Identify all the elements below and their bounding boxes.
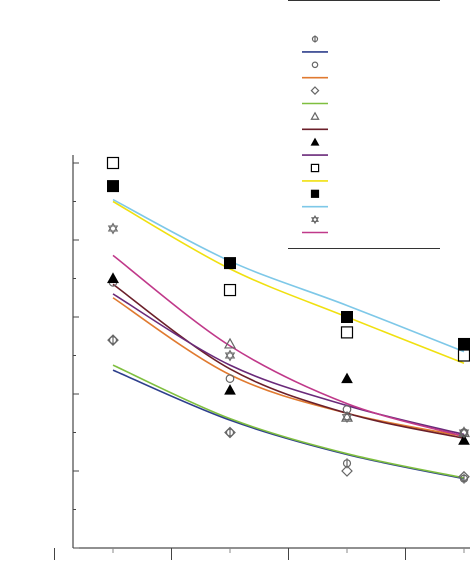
legend-marker-14 (310, 215, 320, 225)
plot-area (106, 156, 470, 484)
data-point-2-1 (225, 374, 235, 383)
data-point-6-1 (223, 337, 237, 349)
fit-line-13 (112, 198, 465, 353)
marker-triangle (107, 272, 119, 283)
marker-diamond (107, 334, 119, 346)
data-point-12-3 (458, 337, 470, 350)
marker-triangle (224, 384, 236, 395)
legend-marker-4 (310, 86, 320, 96)
data-point-12-2 (341, 311, 353, 323)
fit-line-5 (112, 364, 465, 479)
legend-marker-8 (310, 137, 320, 146)
marker-square (106, 156, 120, 170)
fit-line-7 (112, 283, 465, 440)
marker-diamond (458, 470, 470, 483)
legend-marker-6 (310, 111, 320, 120)
marker-star-a (107, 222, 119, 232)
marker-square (223, 283, 237, 297)
marker-star-a (341, 411, 353, 421)
data-point-8-1 (224, 384, 236, 395)
marker-star-b (224, 352, 236, 362)
axes (54, 155, 470, 560)
data-point-10-2 (340, 326, 354, 339)
marker-square (341, 311, 353, 323)
legend-marker-12 (310, 189, 320, 198)
data-point-14-0 (107, 222, 119, 235)
marker-triangle (458, 434, 470, 445)
marker-square (310, 163, 320, 173)
data-point-8-2 (341, 372, 353, 384)
data-point-4-1 (224, 426, 236, 439)
fit-line-15 (112, 254, 465, 438)
marker-star-b (310, 217, 320, 225)
marker-triangle (223, 337, 237, 349)
fit-line-1 (112, 369, 465, 480)
marker-square (340, 326, 354, 339)
data-point-14-1 (224, 349, 236, 362)
marker-triangle (310, 111, 320, 120)
marker-star-b (107, 225, 119, 235)
marker-triangle (310, 137, 320, 146)
fit-line-9 (112, 293, 465, 436)
data-point-10-1 (223, 283, 237, 297)
marker-star-a (224, 349, 236, 359)
marker-circle (311, 61, 319, 69)
data-point-4-3 (458, 470, 470, 483)
data-point-4-2 (341, 465, 353, 477)
data-point-0-1 (225, 427, 235, 438)
data-point-8-3 (458, 434, 470, 445)
data-point-12-0 (107, 180, 119, 193)
marker-star-b (341, 414, 353, 424)
data-point-14-2 (341, 411, 353, 424)
marker-square (458, 337, 470, 350)
fit-line-3 (112, 297, 465, 438)
legend-marker-2 (311, 61, 319, 69)
marker-triangle (341, 372, 353, 384)
marker-diamond (310, 86, 320, 96)
legend (288, 0, 440, 249)
data-point-0-0 (108, 335, 118, 346)
marker-square (310, 189, 320, 198)
marker-star-b (458, 429, 470, 439)
data-point-14-3 (458, 426, 470, 439)
data-point-8-0 (107, 272, 119, 283)
marker-star-a (458, 426, 470, 436)
fit-line-11 (112, 200, 465, 364)
data-point-4-0 (107, 334, 119, 346)
marker-diamond (341, 465, 353, 477)
marker-square (107, 180, 119, 193)
marker-star-a (310, 215, 320, 222)
marker-circle (225, 374, 235, 383)
marker-diamond (224, 426, 236, 439)
data-point-12-1 (224, 257, 236, 270)
marker-square (224, 257, 236, 270)
data-point-10-0 (106, 156, 120, 170)
legend-marker-10 (310, 163, 320, 173)
legend-marker-0 (311, 35, 319, 43)
